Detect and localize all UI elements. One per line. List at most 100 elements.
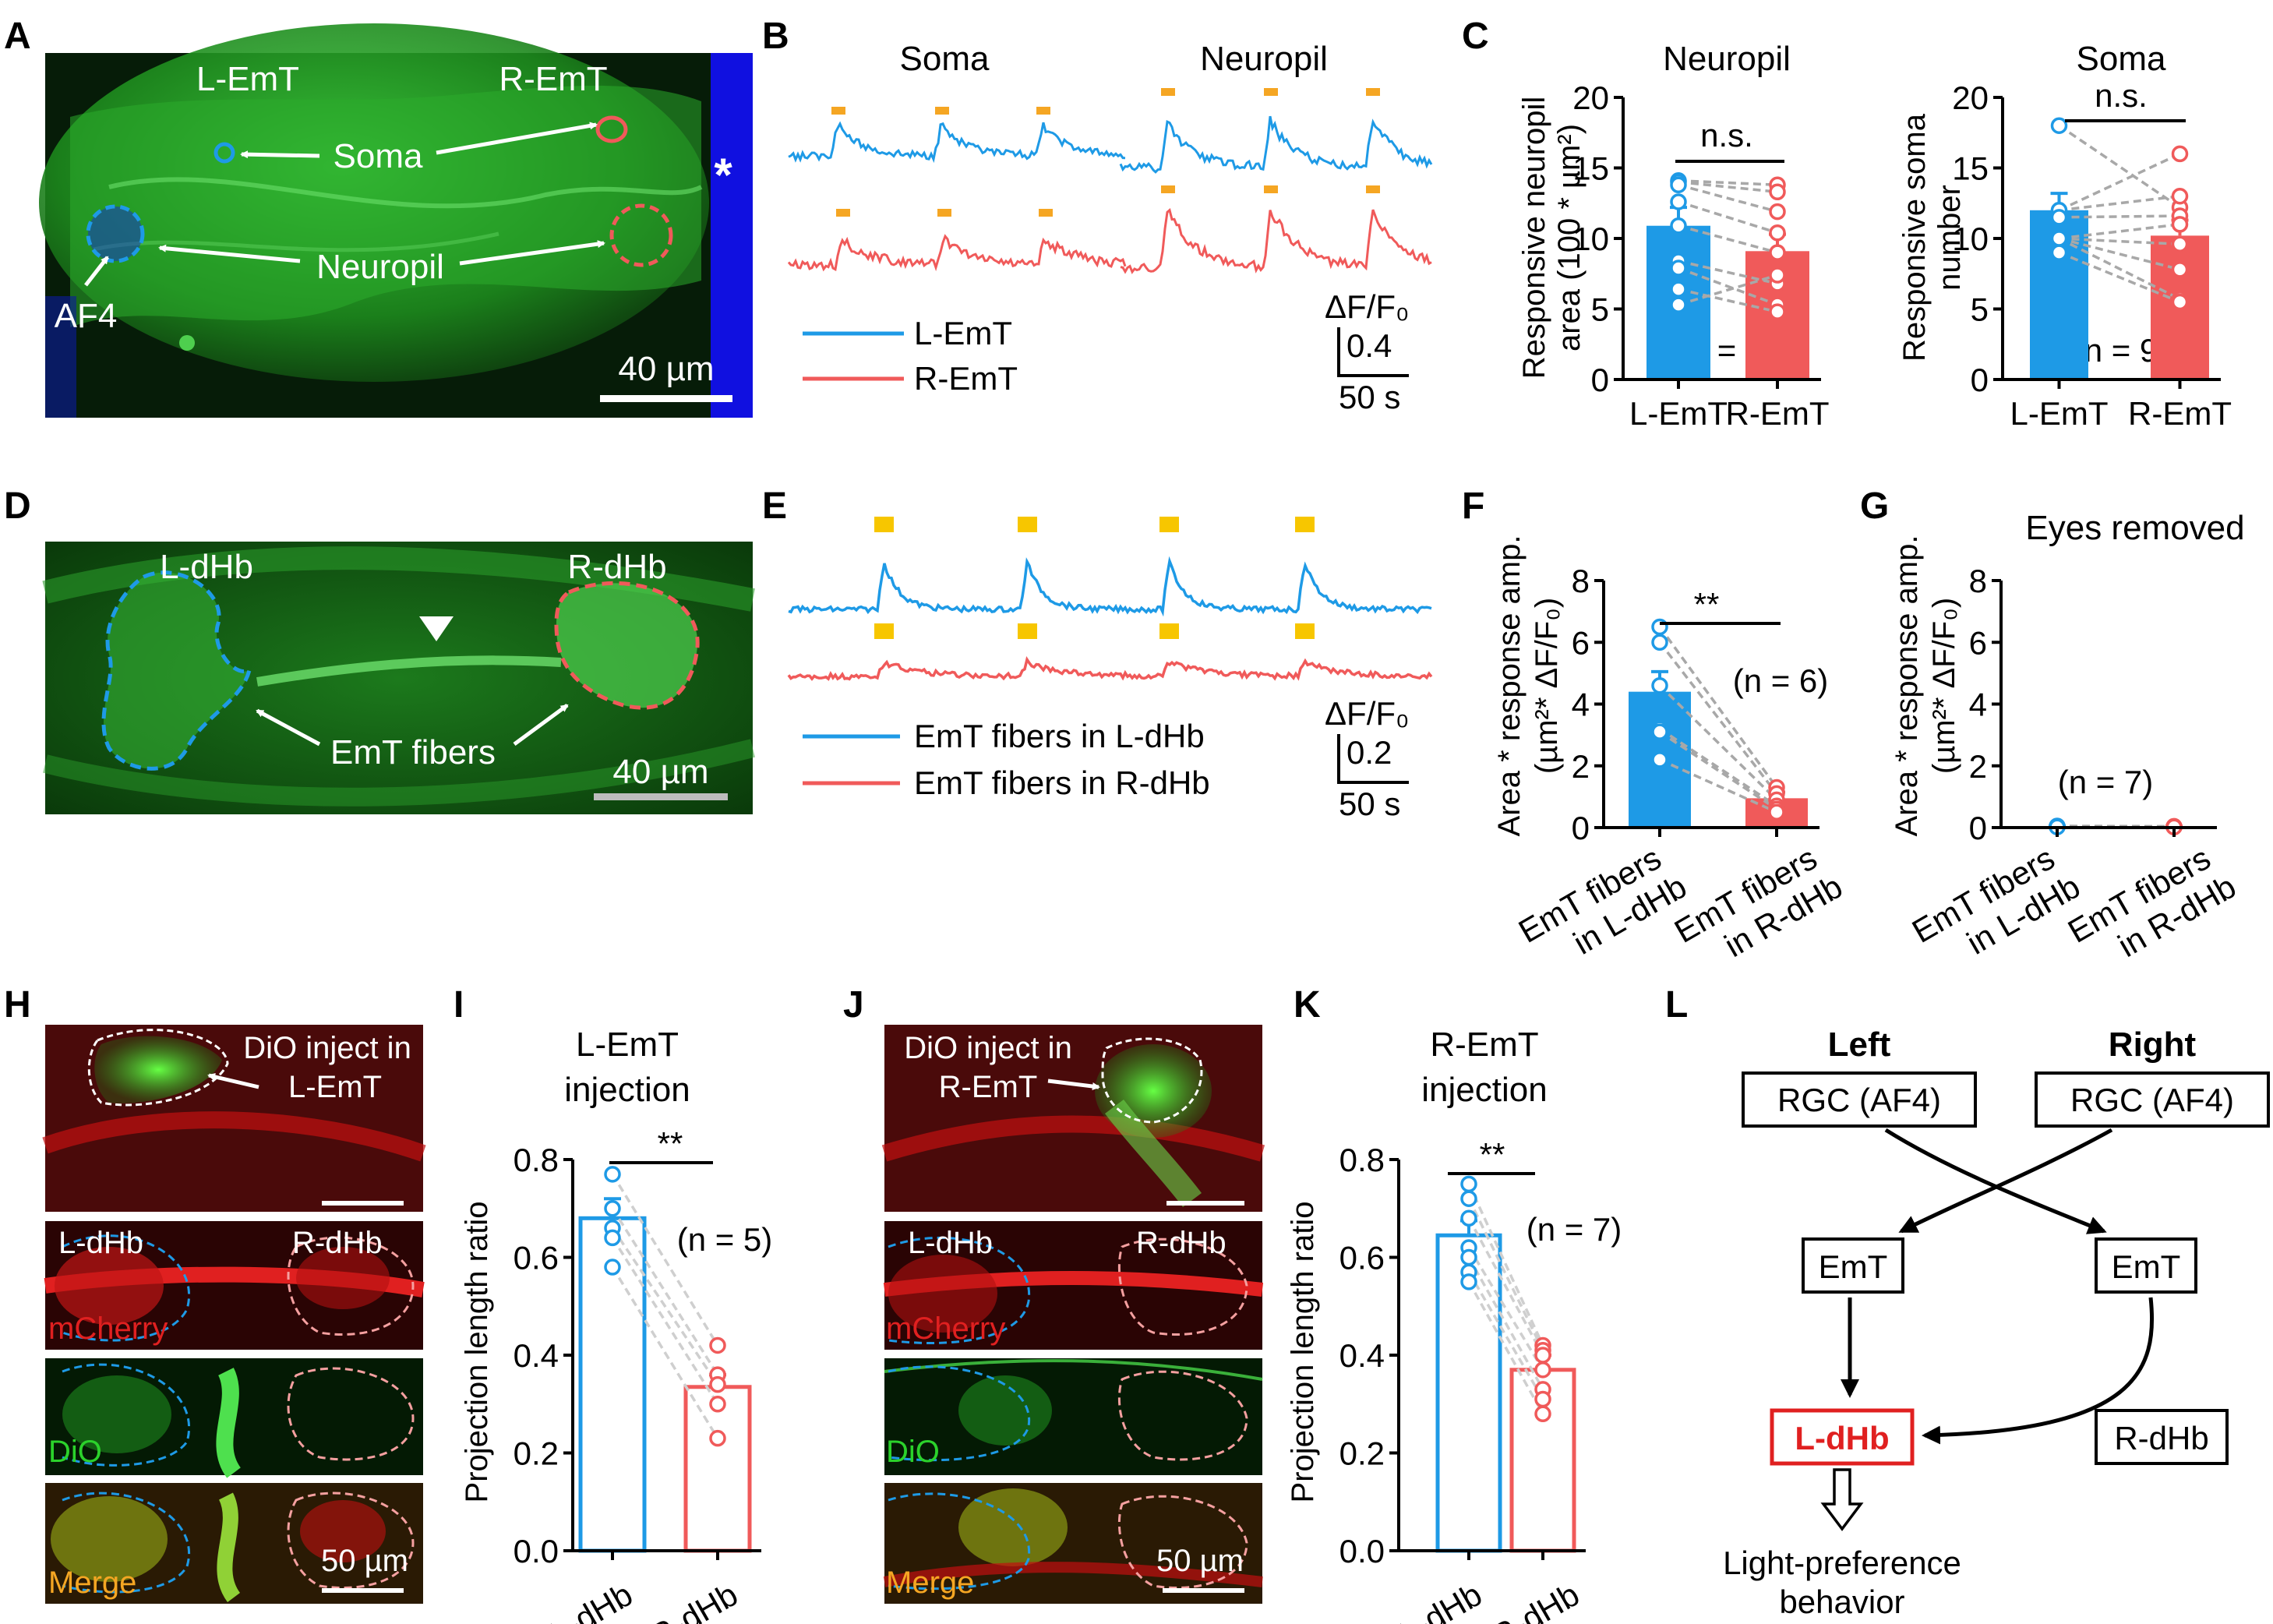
l-arrow-right-rgc-to-left-emt	[1898, 1128, 2113, 1234]
k-cat-l: L-dHb	[1392, 1576, 1488, 1624]
r-neuropil-roi	[609, 203, 673, 267]
panel-d-image	[42, 542, 755, 814]
label-soma: Soma	[334, 137, 423, 175]
c1-cat-r: R-EmT	[1726, 395, 1830, 432]
e-trace-right	[787, 656, 1433, 681]
point-r-K-3	[1534, 1361, 1551, 1379]
point-r-C-neuropil-3	[1769, 224, 1786, 242]
panel-label-g: G	[1860, 485, 1889, 527]
e-scale-y: 0.2	[1347, 734, 1392, 771]
h-inject-1: DiO inject in	[243, 1031, 411, 1065]
l-rgc-right: RGC (AF4)	[2070, 1082, 2234, 1118]
point-l-C-soma-0	[2050, 117, 2068, 134]
l-arrow-left-rgc-to-right-emt	[1884, 1128, 2107, 1234]
j-label-l-dhb: L-dHb	[908, 1226, 993, 1260]
pair-line-F-0	[1658, 626, 1778, 789]
ytick-label-I-4: 0.8	[514, 1142, 559, 1178]
l-behavior-2: behavior	[1779, 1583, 1904, 1620]
pair-line-C-neuropil-3	[1678, 200, 1778, 235]
point-r-C-soma-5	[2171, 235, 2189, 252]
label-neuropil: Neuropil	[316, 248, 444, 286]
point-r-C-soma-8	[2171, 293, 2189, 311]
panel-label-f: F	[1462, 485, 1484, 527]
ytick-label-K-1: 0.2	[1339, 1435, 1385, 1472]
f-ylabel-1: Area * response amp.	[1492, 535, 1527, 837]
point-r-I-0	[709, 1336, 726, 1354]
panel-label-d: D	[4, 485, 31, 527]
l-behavior-1: Light-preference	[1723, 1545, 1961, 1581]
point-l-I-1	[604, 1200, 621, 1217]
label-asterisk: *	[714, 149, 732, 201]
point-l-C-neuropil-3	[1670, 193, 1687, 210]
h-inject-2: L-EmT	[288, 1070, 382, 1104]
h-label-dio: DiO	[48, 1435, 102, 1469]
ytick-label-K-4: 0.8	[1339, 1142, 1385, 1178]
pair-line-K-4	[1467, 1256, 1544, 1390]
ytick-label-C-neuropil-3: 15	[1572, 150, 1609, 187]
point-r-C-soma-4	[2171, 216, 2189, 233]
pair-line-K-0	[1467, 1183, 1544, 1347]
l-box-rgc-left	[1742, 1071, 1977, 1128]
e-scale-x: 50 s	[1339, 786, 1400, 822]
pair-line-C-neuropil-1	[1678, 180, 1778, 194]
ytick-label-F-2: 4	[1572, 687, 1590, 723]
ytick-label-G-2: 4	[1969, 687, 1987, 723]
e-scale-bar	[1337, 734, 1409, 784]
panel-label-c: C	[1462, 16, 1489, 57]
b-trace-soma-left	[788, 121, 1126, 164]
pair-line-F-3	[1659, 727, 1777, 807]
panel-label-b: B	[762, 16, 789, 57]
point-l-C-neuropil-7	[1670, 281, 1687, 298]
j-label-dio: DiO	[886, 1435, 940, 1469]
c1-ylabel-2: area (100 * µm²)	[1552, 124, 1587, 351]
point-l-C-neuropil-6	[1670, 259, 1687, 277]
b-scale-y: 0.4	[1347, 327, 1392, 364]
point-l-K-4	[1460, 1248, 1477, 1266]
ytick-label-C-neuropil-1: 5	[1591, 291, 1609, 328]
pair-line-C-neuropil-0	[1678, 179, 1778, 186]
ytick-label-C-soma-0: 0	[1971, 362, 1989, 398]
ytick-label-I-1: 0.2	[514, 1435, 559, 1472]
point-r-K-2	[1534, 1347, 1551, 1364]
point-r-I-3	[709, 1396, 726, 1413]
pair-line-K-6	[1467, 1281, 1544, 1415]
label-l-emt: L-EmT	[196, 60, 299, 98]
l-box-rgc-right	[2035, 1071, 2270, 1128]
panel-label-a: A	[4, 16, 31, 57]
pair-line-C-soma-2	[2059, 194, 2180, 212]
ytick-label-I-0: 0.0	[514, 1533, 559, 1569]
panel-label-l: L	[1665, 984, 1688, 1026]
pair-line-I-2	[611, 1227, 719, 1386]
panel-d-annotations: L-dHb R-dHb EmT fibers 40 µm	[101, 548, 728, 800]
point-l-I-4	[604, 1259, 621, 1276]
j-label-merge: Merge	[886, 1566, 974, 1600]
b-legend-right: R-EmT	[914, 360, 1018, 397]
pair-line-F-2	[1658, 684, 1778, 801]
pair-line-C-soma-1	[2058, 152, 2181, 212]
panel-label-i: I	[454, 984, 464, 1026]
pair-line-C-neuropil-2	[1678, 183, 1778, 214]
pair-line-K-2	[1467, 1217, 1544, 1356]
l-right-heading: Right	[2109, 1026, 2197, 1064]
pair-line-K-3	[1467, 1247, 1544, 1371]
b-scale-bar	[1337, 327, 1409, 377]
panel-h-images	[42, 1025, 426, 1604]
point-r-I-2	[709, 1375, 726, 1393]
pair-line-C-soma-7	[2058, 237, 2181, 301]
ytick-label-C-soma-4: 20	[1952, 79, 1989, 116]
pair-line-F-5	[1659, 758, 1777, 814]
pair-line-C-neuropil-5	[1678, 259, 1778, 285]
c1-title: Neuropil	[1663, 40, 1791, 78]
e-legend-left: EmT fibers in L-dHb	[914, 718, 1205, 754]
j-scale-label: 50 µm	[1156, 1544, 1244, 1578]
ytick-label-C-neuropil-0: 0	[1591, 362, 1609, 398]
ytick-label-C-neuropil-2: 10	[1572, 221, 1609, 257]
f-ylabel-2: (µm²* ΔF/F₀)	[1530, 598, 1564, 774]
fiber-arrowhead	[419, 616, 454, 641]
ytick-label-G-1: 2	[1969, 748, 1987, 785]
c2-cat-r: R-EmT	[2128, 395, 2232, 432]
g-title: Eyes removed	[2025, 509, 2244, 547]
c2-title: Soma	[2077, 40, 2166, 78]
ytick-label-I-2: 0.4	[514, 1337, 559, 1374]
